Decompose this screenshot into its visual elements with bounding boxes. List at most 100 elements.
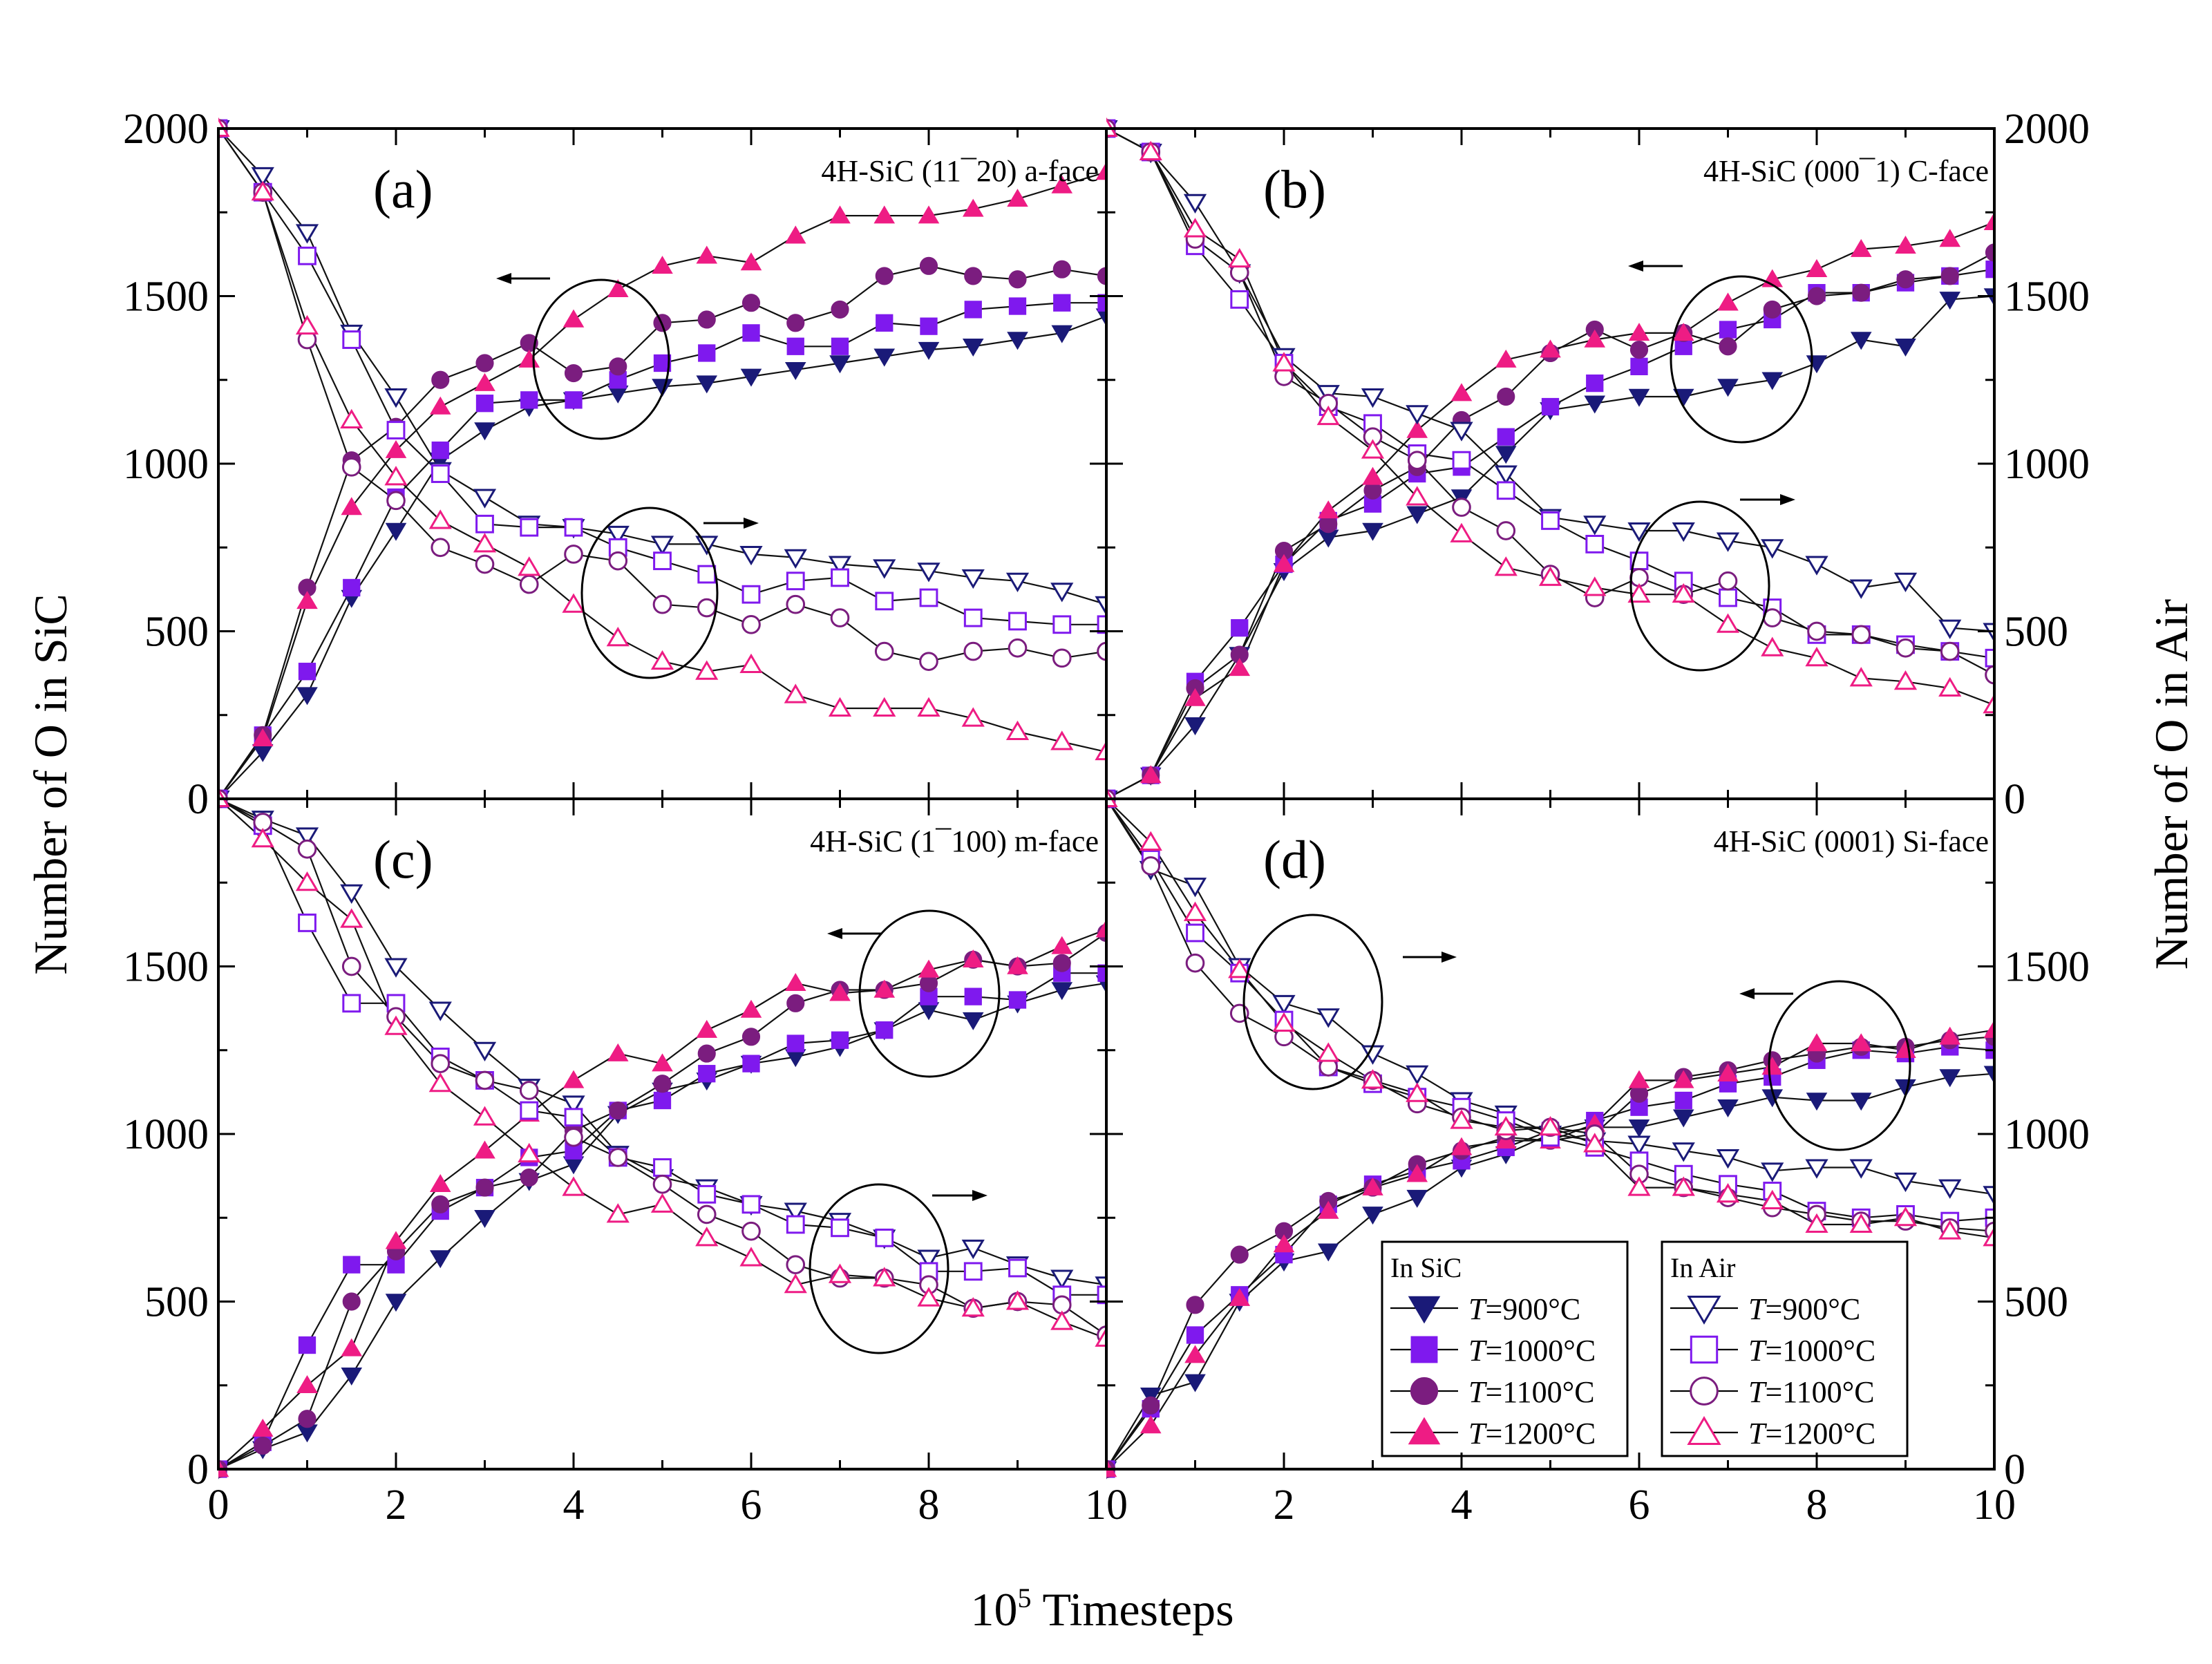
panel-3-air-series-0-point-15 (1761, 1162, 1784, 1182)
panel-3-air-series-3-point-3 (1228, 958, 1251, 978)
panel-2-air-series-2-point-5 (431, 1054, 451, 1073)
panel-1-air-series-0-point-15 (1761, 539, 1784, 559)
panel-0-air-series-2-point-6 (475, 554, 495, 574)
legend-sic-marker-0 (1408, 1296, 1441, 1324)
panel-0-air-series-2-point-3 (341, 457, 361, 477)
panel-0-sic-series-3-point-6 (474, 372, 495, 391)
panel-2-air-series-1-line (218, 798, 1106, 1296)
panel-0-sic-series-3-point-16 (918, 205, 940, 224)
panel-1-sic-series-3-point-11 (1584, 329, 1606, 348)
panel-3-air-series-3-point-2 (1183, 901, 1207, 921)
panel-1-sic-series-1-point-11 (1586, 374, 1604, 393)
panel-3-sic-series-3-point-14 (1717, 1063, 1739, 1081)
panel-1-sic-series-3-point-14 (1717, 292, 1739, 311)
panel-2-air-series-3-point-15 (873, 1267, 896, 1287)
panel-3-sic-series-0-point-2 (1184, 1374, 1206, 1392)
panel-0-air-series-2-point-12 (741, 614, 761, 634)
panel-3-sic-series-3-point-5 (1317, 1200, 1339, 1219)
panel-3-sic-series-0-point-5 (1317, 1243, 1339, 1262)
panel-b-letter: (b) (1263, 159, 1326, 219)
panel-0-air-series-2-point-7 (519, 574, 539, 594)
panel-3-sic-series-3-point-7 (1406, 1164, 1428, 1182)
panel-1-air-series-1-point-8 (1452, 451, 1471, 470)
x-tick-label-left-5: 10 (1085, 1482, 1128, 1529)
panel-0-air-series-3-point-14 (828, 697, 852, 717)
panel-2-sic-series-2-point-5 (431, 1195, 450, 1213)
panel-1-air-series-3-point-2 (1183, 218, 1207, 238)
legend-air-label-900: T=900°C (1748, 1292, 1860, 1326)
panel-1-sic-series-2-point-16 (1807, 287, 1826, 305)
y-right-tick-label-top-2: 1000 (2004, 441, 2090, 488)
panel-1-air-series-3-point-20 (1983, 693, 1994, 714)
panel-3-sic-series-3-point-19 (1939, 1026, 1961, 1045)
panel-1-sic-series-0-point-14 (1717, 379, 1739, 397)
panel-1-air-series-2-point-8 (1452, 498, 1471, 517)
panel-1-sic-series-3-point-6 (1362, 466, 1383, 485)
x-axis-title: 105 Timesteps (970, 1582, 1233, 1636)
panel-3-plot (1106, 787, 1994, 1479)
panel-1-sic-series-3-point-12 (1628, 323, 1650, 341)
panel-0-sic-series-1-point-3 (343, 578, 361, 597)
panel-3-air-series-3-point-4 (1272, 1012, 1296, 1032)
panel-0-air-series-2-point-14 (830, 608, 850, 627)
panel-3-air-series-3-point-5 (1316, 1042, 1340, 1062)
y-left-tick-label-bottom-2: 1000 (123, 1111, 209, 1158)
legend-air-label-1000: T=1000°C (1748, 1334, 1875, 1368)
panel-1-air-series-0-point-11 (1583, 516, 1607, 536)
panel-2-air-series-1-point-14 (831, 1218, 849, 1238)
panel-2-air-series-2-point-12 (741, 1221, 761, 1241)
legend-sic-marker-2 (1410, 1377, 1439, 1406)
panel-0-sic-series-1-point-10 (653, 354, 672, 372)
panel-2-air-series-3-point-11 (695, 1227, 719, 1247)
panel-1-air-series-2-point-18 (1896, 638, 1916, 658)
panel-0-air-series-3-point-2 (295, 314, 319, 335)
panel-d-air-ellipse (1242, 914, 1383, 1090)
panel-2-air-series-3-point-4 (384, 1015, 408, 1035)
panel-0-sic-series-0-point-2 (296, 687, 318, 706)
panel-2-sic-series-2-point-11 (697, 1044, 716, 1063)
panel-0-air-series-1-point-4 (386, 421, 406, 439)
panel-0-series (218, 117, 1106, 809)
panel-0-sic-series-1-point-2 (298, 663, 316, 681)
panel-0-sic-series-3-point-1 (252, 728, 274, 746)
y-left-tick-label-top-3: 1500 (123, 274, 209, 321)
panel-3-air-series-1-point-2 (1186, 923, 1204, 943)
y-right-tick-label-bottom-2: 1000 (2004, 1111, 2090, 1158)
panel-0-sic-series-2-point-6 (475, 354, 494, 372)
legend-air-label-1200: T=1200°C (1748, 1417, 1875, 1450)
panel-1-sic-series-0-point-15 (1761, 372, 1784, 390)
panel-2-air-series-2-point-10 (652, 1174, 672, 1194)
panel-1-sic-series-2-point-18 (1896, 270, 1915, 289)
panel-1-sic-series-1-point-14 (1719, 321, 1737, 339)
panel-2-air-series-0-point-17 (961, 1239, 985, 1260)
panel-0-air-series-3-point-13 (784, 683, 807, 703)
panel-0-sic-series-3-point-12 (740, 252, 762, 271)
panel-c-sic-ellipse (858, 909, 1001, 1078)
panel-3-sic-series-1-point-13 (1674, 1091, 1692, 1110)
panel-2-sic-series-2-point-19 (1052, 954, 1071, 972)
panel-3-air-series-3-point-7 (1406, 1082, 1429, 1102)
panel-1-series (1106, 117, 1994, 809)
panel-1-air-series-1-point-14 (1719, 588, 1737, 607)
panel-2-sic-series-3-point-14 (829, 983, 851, 1001)
panel-1-air-series-2-point-17 (1851, 625, 1871, 645)
panel-1-air-series-3-point-13 (1672, 583, 1695, 603)
panel-0-air-series-0-point-2 (295, 224, 319, 244)
panel-2-air-series-3-point-3 (340, 908, 363, 928)
panel-0-sic-series-0-point-11 (696, 375, 718, 394)
x-tick-label-left-0: 0 (208, 1482, 229, 1529)
panel-2-air-series-0-point-5 (428, 1001, 452, 1021)
panel-2-air-series-2-point-9 (608, 1148, 628, 1167)
panel-0-sic-series-3-point-11 (696, 245, 718, 264)
panel-2-air-series-2-point-13 (786, 1255, 806, 1274)
panel-0-air-series-3-point-8 (562, 593, 585, 613)
panel-0-air-series-2-point-9 (608, 551, 628, 571)
panel-0-sic-series-2-point-12 (741, 294, 761, 312)
panel-0-air-series-1-point-6 (475, 514, 494, 533)
panel-0-sic-series-1-point-19 (1053, 294, 1071, 312)
panel-1-air-series-3-point-9 (1494, 556, 1518, 576)
panel-0-air-series-2-point-5 (431, 538, 451, 558)
y-left-tick-label-bottom-3: 1500 (123, 944, 209, 991)
panel-2-air-series-3-point-17 (961, 1296, 985, 1317)
